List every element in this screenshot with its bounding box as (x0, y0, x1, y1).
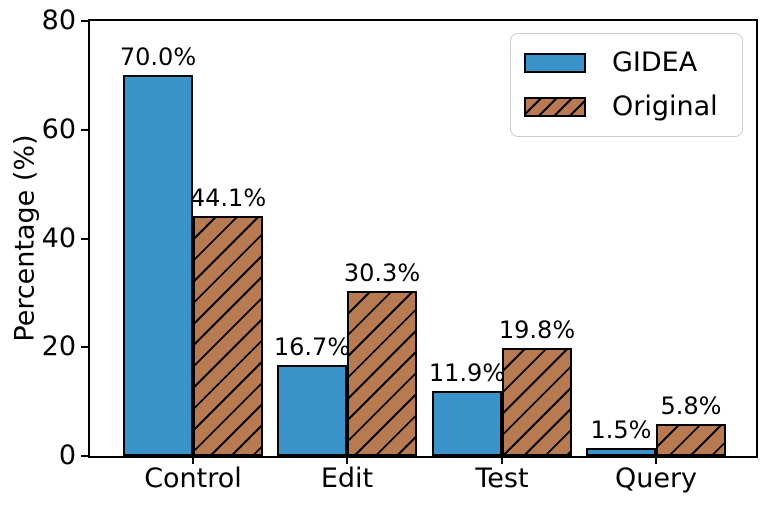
x-tick-mark-control (192, 457, 194, 464)
legend-entry-gidea: GIDEA (524, 48, 732, 78)
x-tick-label-edit: Edit (320, 463, 374, 494)
legend-label-original: Original (612, 91, 718, 122)
value-label-original-query: 5.8% (660, 392, 722, 421)
value-label-original-control: 44.1% (189, 184, 267, 213)
value-label-original-edit: 30.3% (343, 259, 421, 288)
y-tick-mark-80 (81, 20, 89, 22)
bar-original-query (656, 424, 726, 456)
value-label-gidea-edit: 16.7% (273, 333, 351, 362)
y-tick-label-60: 60 (41, 113, 76, 145)
legend-swatch-gidea (524, 53, 586, 73)
value-label-gidea-query: 1.5% (590, 415, 652, 444)
y-tick-label-40: 40 (41, 222, 76, 254)
x-tick-mark-test (501, 457, 503, 464)
bar-original-edit (347, 291, 417, 456)
bar-gidea-edit (277, 365, 347, 456)
x-tick-label-control: Control (144, 463, 242, 494)
y-tick-mark-60 (81, 128, 89, 131)
bar-gidea-query (586, 447, 656, 456)
value-label-gidea-test: 11.9% (428, 359, 506, 388)
y-tick-label-80: 80 (41, 5, 76, 36)
legend-entry-original: Original (524, 92, 732, 122)
bar-gidea-control (123, 75, 193, 456)
x-tick-mark-edit (346, 457, 348, 464)
legend-swatch-original (524, 97, 586, 117)
bar-original-test (502, 348, 572, 456)
bar-gidea-test (432, 391, 502, 456)
bar-original-control (193, 216, 263, 456)
x-tick-label-test: Test (475, 463, 529, 494)
y-tick-mark-0 (81, 455, 89, 457)
value-label-original-test: 19.8% (498, 316, 576, 345)
legend-label-gidea: GIDEA (612, 47, 698, 78)
y-tick-mark-40 (81, 237, 89, 240)
x-tick-mark-query (655, 457, 657, 464)
x-tick-label-query: Query (614, 463, 698, 494)
legend: GIDEA Original (510, 33, 743, 137)
y-tick-label-20: 20 (41, 331, 76, 363)
value-label-gidea-control: 70.0% (119, 43, 197, 72)
y-tick-mark-20 (81, 346, 89, 349)
y-tick-label-0: 0 (58, 440, 76, 471)
